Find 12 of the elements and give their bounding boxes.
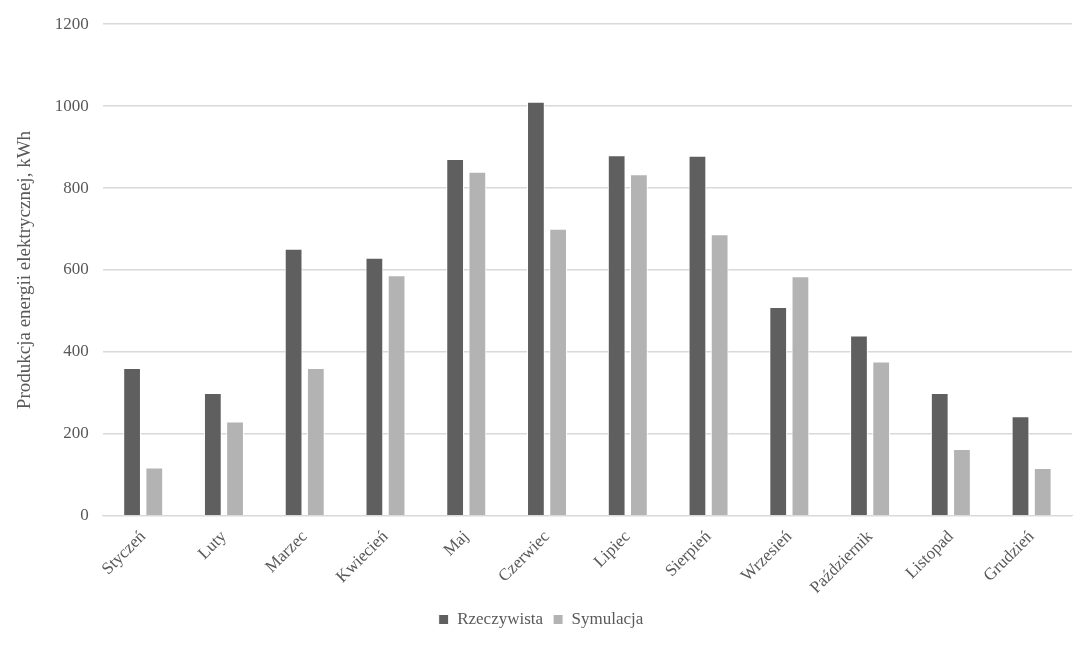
x-tick-label: Luty	[193, 526, 231, 563]
x-tick-label: Maj	[439, 526, 473, 560]
y-tick-label: 200	[63, 423, 89, 443]
y-tick-label: 0	[80, 505, 89, 525]
legend-label: Rzeczywista	[457, 608, 544, 628]
y-axis-title: Produkcja energii elektrycznej, kWh	[13, 130, 35, 410]
y-tick-label: 600	[63, 259, 89, 279]
y-tick-label: 400	[63, 341, 89, 361]
y-tick-label: 1200	[54, 13, 89, 33]
y-tick-label: 1000	[54, 95, 89, 115]
legend-label: Symulacja	[571, 608, 644, 628]
y-tick-label: 800	[63, 177, 89, 197]
